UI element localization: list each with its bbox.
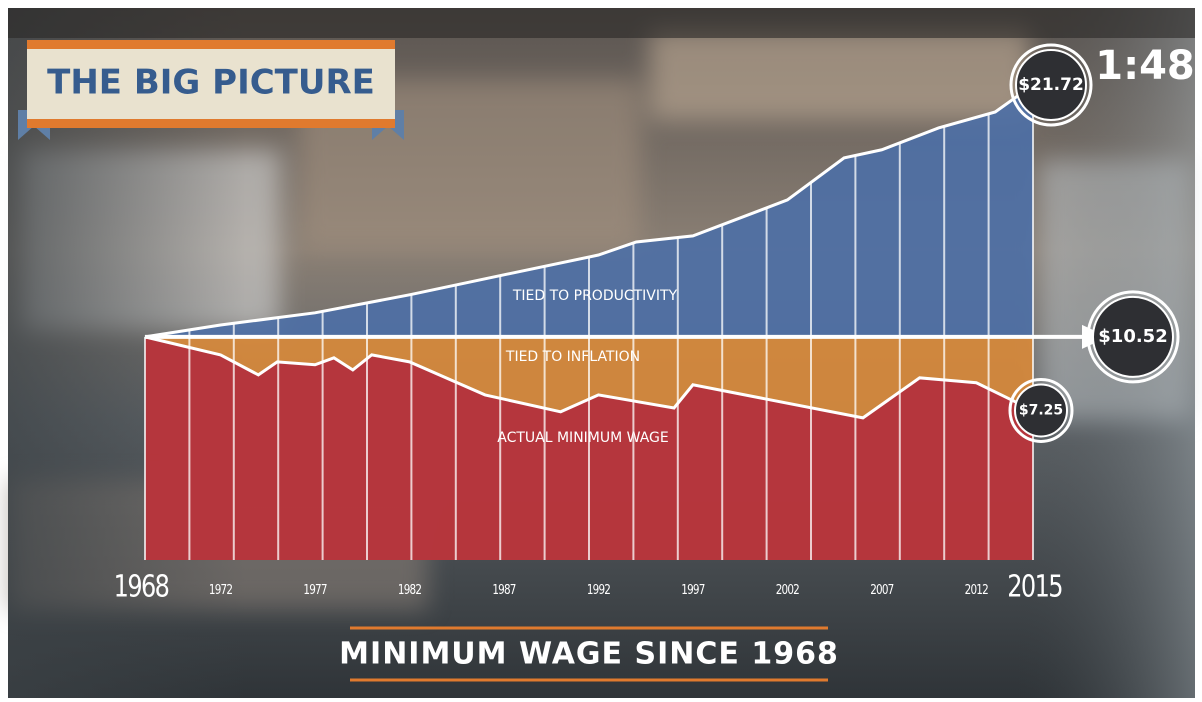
series-label: ACTUAL MINIMUM WAGE (497, 430, 669, 446)
x-tick-label: 2015 (1007, 570, 1062, 604)
value-label: $21.72 (1018, 75, 1084, 95)
line-minimum-wage (144, 335, 1034, 420)
line-productivity (144, 83, 1034, 339)
series-label: TIED TO PRODUCTIVITY (512, 288, 678, 304)
label-ring (1086, 290, 1180, 384)
x-tick-label: 1982 (398, 582, 422, 597)
x-tick-label: 2012 (965, 582, 989, 597)
x-tick-label: 1977 (303, 582, 327, 597)
banner-stripe (27, 40, 395, 49)
x-tick-label: 2007 (870, 582, 894, 597)
x-tick-label: 1997 (681, 582, 705, 597)
series-label: TIED TO INFLATION (505, 349, 640, 365)
banner-stripe (27, 119, 395, 128)
x-tick-label: 1968 (114, 570, 169, 604)
x-tick-label: 1992 (587, 582, 611, 597)
value-label: $7.25 (1019, 402, 1063, 418)
label-badge (1092, 295, 1174, 378)
x-tick-label: 2002 (776, 582, 800, 597)
banner: THE BIG PICTURE (18, 40, 404, 140)
value-label: $10.52 (1098, 326, 1167, 347)
label-badge (1014, 383, 1068, 438)
banner-box (27, 40, 395, 128)
label-ring (1009, 43, 1093, 127)
label-badge (1015, 49, 1087, 121)
x-tick-label: 1987 (492, 582, 516, 597)
chart-title: MINIMUM WAGE SINCE 1968 (339, 637, 839, 672)
label-ring (1008, 377, 1074, 443)
timer: 1:48 (1095, 43, 1195, 89)
x-tick-label: 1972 (209, 582, 233, 597)
plot: TIED TO PRODUCTIVITY TIED TO INFLATION ACT… (114, 43, 1180, 604)
ceiling (8, 8, 1195, 38)
banner-title: THE BIG PICTURE (47, 63, 375, 103)
